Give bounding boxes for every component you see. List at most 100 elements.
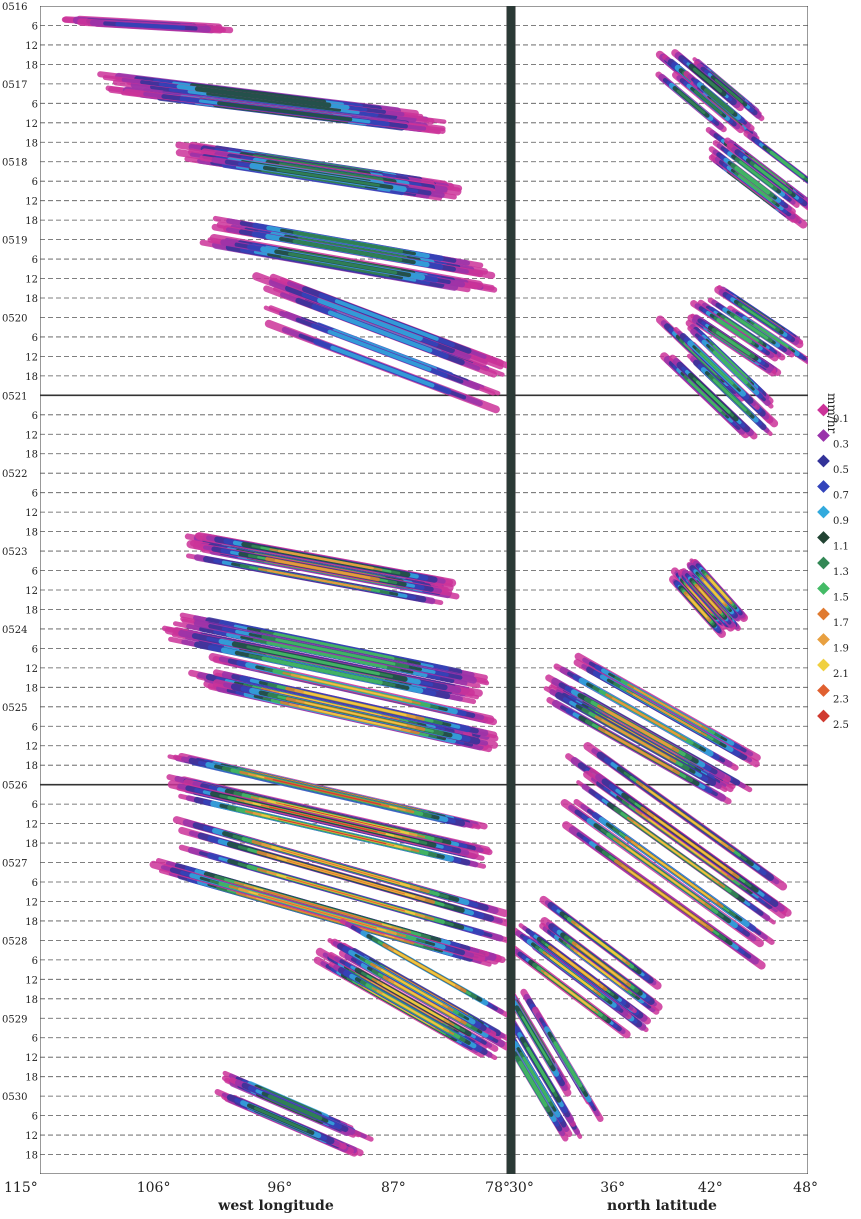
rain-streak xyxy=(633,687,702,727)
y-tick-day: 0527 xyxy=(2,859,27,870)
rain-streak xyxy=(653,816,727,869)
x-axis-label-longitude: west longitude xyxy=(217,1198,334,1214)
rain-streak xyxy=(611,697,681,737)
rain-streak xyxy=(259,648,380,676)
y-tick-day: 0526 xyxy=(2,781,27,792)
y-tick-day: 0519 xyxy=(2,236,27,247)
rain-streak xyxy=(274,559,371,580)
y-tick-hour: 18 xyxy=(25,60,38,71)
rain-streak xyxy=(693,90,723,115)
y-tick-hour: 6 xyxy=(32,878,38,889)
rain-streak xyxy=(687,595,708,618)
rain-streak xyxy=(580,947,623,981)
rain-streak xyxy=(553,1041,583,1088)
rain-streak xyxy=(741,305,776,329)
rain-streak xyxy=(275,638,396,666)
rain-streak xyxy=(330,345,435,388)
rain-streak xyxy=(712,378,747,412)
rain-band-10 xyxy=(313,918,507,1061)
x-axis-ticks: 115° 106° 96° 87° 78° 30° 36° 42° 48° xyxy=(4,1180,818,1196)
y-tick-day: 0530 xyxy=(2,1092,27,1103)
rain-streak xyxy=(286,859,406,895)
panel-divider xyxy=(507,6,515,1174)
rain-streak xyxy=(115,22,186,30)
colorbar-swatch xyxy=(817,684,830,697)
colorbar-swatch xyxy=(817,505,830,519)
y-tick-day: 0521 xyxy=(2,391,27,402)
y-tick-hour: 6 xyxy=(32,255,38,266)
rain-band-12 xyxy=(655,49,765,141)
x-tick-label: 96° xyxy=(267,1180,292,1196)
rain-streak xyxy=(601,719,670,759)
rain-streak xyxy=(711,344,748,380)
rain-streak xyxy=(676,89,706,115)
y-tick-hour: 18 xyxy=(25,138,38,149)
y-tick-hour: 12 xyxy=(25,119,38,130)
rain-streak xyxy=(272,778,382,806)
y-tick-hour: 18 xyxy=(25,683,38,694)
rain-band-16 xyxy=(668,558,749,638)
rain-streak xyxy=(603,708,673,749)
colorbar-level-label: 1.9 xyxy=(833,644,849,655)
rain-streak xyxy=(273,632,395,661)
rain-streak xyxy=(261,169,366,188)
y-tick-hour: 12 xyxy=(25,352,38,363)
y-tick-hour: 18 xyxy=(25,1073,38,1084)
rain-band-20 xyxy=(515,988,604,1142)
y-tick-hour: 12 xyxy=(25,742,38,753)
rain-band-6 xyxy=(161,612,490,705)
rain-streak xyxy=(632,693,701,733)
y-tick-hour: 12 xyxy=(25,41,38,52)
colorbar-level-label: 0.7 xyxy=(833,491,849,502)
rain-streak xyxy=(692,67,723,93)
y-tick-day: 0523 xyxy=(2,547,27,558)
y-tick-hour: 12 xyxy=(25,275,38,286)
y-tick-day: 0528 xyxy=(2,936,27,947)
rain-streak xyxy=(703,88,735,114)
rain-streak xyxy=(712,350,748,385)
rain-streak xyxy=(699,352,734,385)
rain-streak xyxy=(380,969,443,1006)
x-tick-label: 30° xyxy=(509,1180,534,1196)
y-tick-hour: 6 xyxy=(32,1112,38,1123)
rain-streak xyxy=(254,1106,308,1132)
rain-streak xyxy=(382,983,444,1020)
y-tick-day: 0518 xyxy=(2,158,27,169)
y-tick-hour: 18 xyxy=(25,294,38,305)
rain-streak xyxy=(734,315,769,340)
rain-streak xyxy=(263,889,383,925)
rain-streak xyxy=(526,1046,555,1093)
rain-band-2 xyxy=(175,141,463,201)
rain-streak xyxy=(293,230,404,254)
y-tick-hour: 18 xyxy=(25,372,38,383)
rain-streak xyxy=(304,701,407,727)
rain-streak xyxy=(753,164,789,192)
colorbar-unit-label: mm/hr xyxy=(825,393,839,434)
y-tick-hour: 6 xyxy=(32,411,38,422)
rain-streak xyxy=(577,952,622,986)
rain-streak xyxy=(734,166,771,195)
rain-streak xyxy=(288,252,398,275)
y-tick-hour: 12 xyxy=(25,197,38,208)
x-tick-label: 48° xyxy=(793,1180,818,1196)
rain-streak xyxy=(548,975,592,1008)
y-tick-hour: 18 xyxy=(25,528,38,539)
rain-streak xyxy=(608,715,678,756)
rain-band-3 xyxy=(199,215,498,293)
rain-streak xyxy=(276,168,380,187)
rain-band-9 xyxy=(149,816,507,967)
rain-streak xyxy=(266,569,363,589)
rain-streak xyxy=(268,806,378,833)
rain-streak xyxy=(327,310,433,353)
y-tick-hour: 12 xyxy=(25,975,38,986)
x-tick-label: 87° xyxy=(381,1180,406,1196)
colorbar-level-label: 2.3 xyxy=(833,695,849,706)
colorbar-level-label: 0.3 xyxy=(833,440,849,451)
rain-streak xyxy=(518,1060,548,1107)
colorbar-level-label: 2.1 xyxy=(833,669,849,680)
colorbar-level-label: 1.1 xyxy=(833,542,849,553)
grid-lines xyxy=(515,25,808,1155)
y-tick-hour: 18 xyxy=(25,917,38,928)
colorbar-level-label: 1.7 xyxy=(833,618,849,629)
